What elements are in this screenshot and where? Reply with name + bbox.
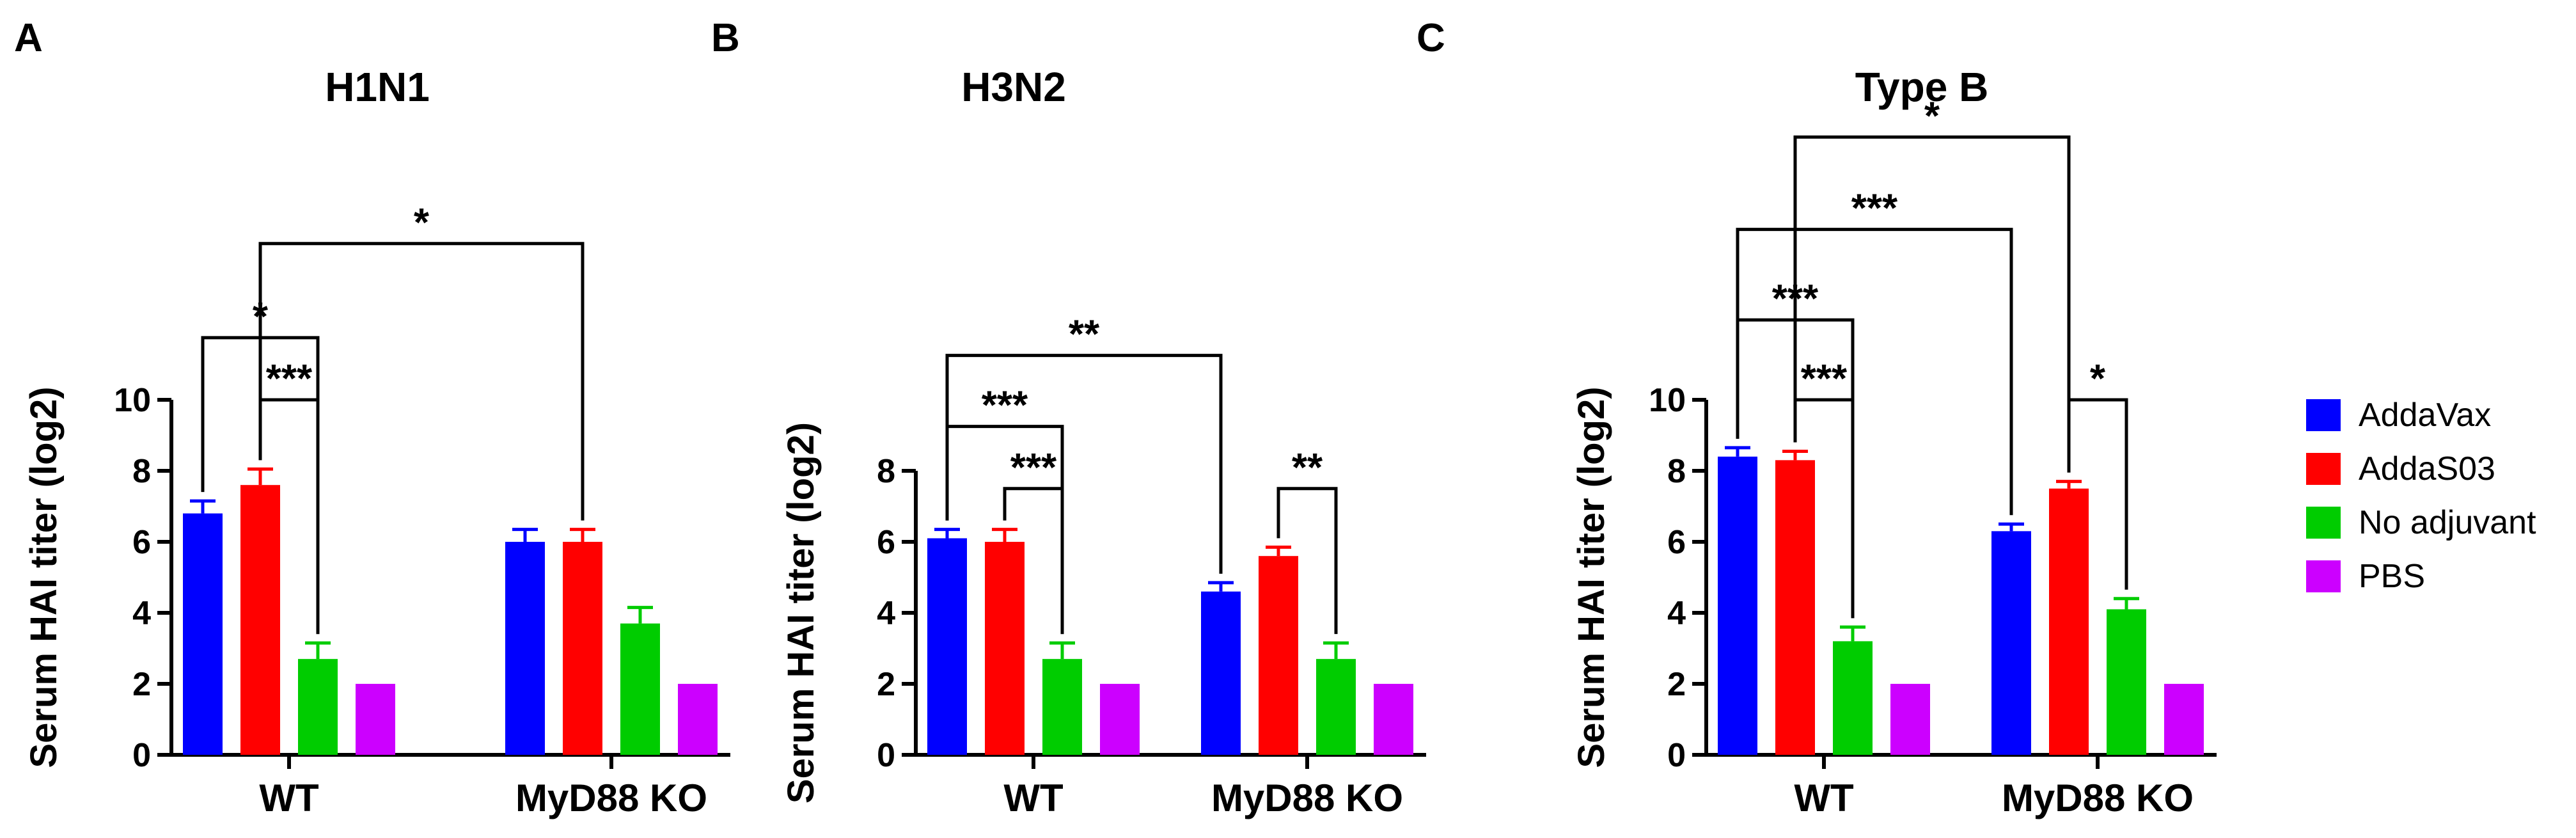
y-tick-label: 0 xyxy=(1667,737,1686,774)
y-axis-label: Serum HAI titer (log2) xyxy=(23,386,65,768)
x-category-label-wt: WT xyxy=(259,777,318,819)
significance-label: *** xyxy=(982,384,1028,428)
legend-swatch-addavax xyxy=(2306,399,2341,431)
bar-addavax-myd88-ko xyxy=(505,542,545,755)
y-tick-label: 2 xyxy=(132,666,151,703)
panel-a: A H1N1 Serum HAI titer (log2) 0 2 4 6 8 10 WT MyD8… xyxy=(14,16,730,819)
legend-label-no-adjuvant: No adjuvant xyxy=(2359,504,2536,541)
y-tick-label: 4 xyxy=(132,595,151,632)
x-category-label-myd88-ko: MyD88 KO xyxy=(515,777,707,819)
bar-pbs-myd88-ko xyxy=(678,684,718,755)
significance-label: * xyxy=(414,201,430,245)
significance-bracket xyxy=(1276,487,1338,635)
x-category-label-wt: WT xyxy=(1794,777,1853,819)
bar-no-adjuvant-wt xyxy=(1833,641,1873,755)
y-tick-label: 8 xyxy=(132,453,151,490)
bar-no-adjuvant-wt xyxy=(298,659,338,755)
chart-title: H3N2 xyxy=(961,64,1066,110)
x-category-label-wt: WT xyxy=(1003,777,1063,819)
significance-label: *** xyxy=(266,357,313,401)
y-tick-label: 8 xyxy=(1667,453,1686,490)
legend-label-addavax: AddaVax xyxy=(2359,397,2491,434)
bar-addavax-myd88-ko xyxy=(1201,591,1241,755)
significance-bracket xyxy=(1793,135,2071,473)
y-axis-label: Serum HAI titer (log2) xyxy=(780,422,822,803)
y-tick-label: 8 xyxy=(877,453,895,490)
bar-addavax-myd88-ko xyxy=(1991,531,2031,755)
y-tick-label: 6 xyxy=(1667,524,1686,561)
bar-addavax-wt xyxy=(183,513,223,755)
y-tick-label: 10 xyxy=(1649,382,1686,419)
significance-label: ** xyxy=(1069,313,1100,357)
significance-label: * xyxy=(1924,94,1940,138)
legend-label-addas03: AddaS03 xyxy=(2359,450,2495,487)
panel-letter: B xyxy=(711,16,740,60)
panel-letter: C xyxy=(1417,16,1445,60)
x-category-label-myd88-ko: MyD88 KO xyxy=(2002,777,2194,819)
y-tick-label: 2 xyxy=(877,666,895,703)
y-tick-label: 2 xyxy=(1667,666,1686,703)
bar-pbs-wt xyxy=(1890,684,1930,755)
y-tick-label: 6 xyxy=(132,524,151,561)
panel-b: B H3N2 Serum HAI titer (log2) 0 2 4 6 8 WT MyD88 … xyxy=(711,16,1426,819)
legend-label-pbs: PBS xyxy=(2359,558,2425,595)
bar-addas03-wt xyxy=(240,485,280,755)
bar-pbs-wt xyxy=(1100,684,1140,755)
significance-bracket xyxy=(945,354,1223,574)
y-axis-label: Serum HAI titer (log2) xyxy=(1571,386,1612,768)
bar-pbs-myd88-ko xyxy=(1374,684,1413,755)
bar-pbs-wt xyxy=(356,684,395,755)
significance-label: ** xyxy=(1292,446,1323,490)
bar-addas03-myd88-ko xyxy=(2049,488,2089,755)
legend-swatch-pbs xyxy=(2306,560,2341,592)
significance-label: *** xyxy=(1801,357,1848,401)
y-tick-label: 0 xyxy=(132,737,151,774)
y-tick-label: 4 xyxy=(1667,595,1686,632)
bar-addavax-wt xyxy=(1718,456,1757,755)
legend: AddaVax AddaS03 No adjuvant PBS xyxy=(2306,397,2536,595)
chart-title: Type B xyxy=(1855,64,1989,110)
y-tick-label: 6 xyxy=(877,524,895,561)
significance-label: *** xyxy=(1010,446,1057,490)
bar-no-adjuvant-myd88-ko xyxy=(1316,659,1356,755)
x-category-label-myd88-ko: MyD88 KO xyxy=(1211,777,1403,819)
y-tick-label: 0 xyxy=(877,737,895,774)
legend-swatch-addas03 xyxy=(2306,453,2341,485)
bar-no-adjuvant-myd88-ko xyxy=(2107,609,2146,755)
bar-addas03-wt xyxy=(985,542,1025,755)
significance-label: * xyxy=(2090,357,2106,401)
panel-letter: A xyxy=(14,16,43,60)
bar-pbs-myd88-ko xyxy=(2164,684,2204,755)
significance-bracket xyxy=(258,242,585,521)
significance-bracket xyxy=(1736,228,2013,516)
legend-swatch-no-adjuvant xyxy=(2306,507,2341,539)
panel-c: C Type B Serum HAI titer (log2) 0 2 4 6 8 10 WT My… xyxy=(1417,16,2217,819)
y-tick-label: 10 xyxy=(114,382,151,419)
chart-title: H1N1 xyxy=(325,64,430,110)
y-tick-label: 4 xyxy=(877,595,895,632)
bar-addas03-wt xyxy=(1775,460,1815,755)
bar-addavax-wt xyxy=(927,538,967,755)
significance-label: *** xyxy=(1851,187,1898,231)
bar-no-adjuvant-myd88-ko xyxy=(620,623,660,755)
bar-no-adjuvant-wt xyxy=(1042,659,1082,755)
bar-addas03-myd88-ko xyxy=(563,542,602,755)
bar-addas03-myd88-ko xyxy=(1259,556,1298,755)
